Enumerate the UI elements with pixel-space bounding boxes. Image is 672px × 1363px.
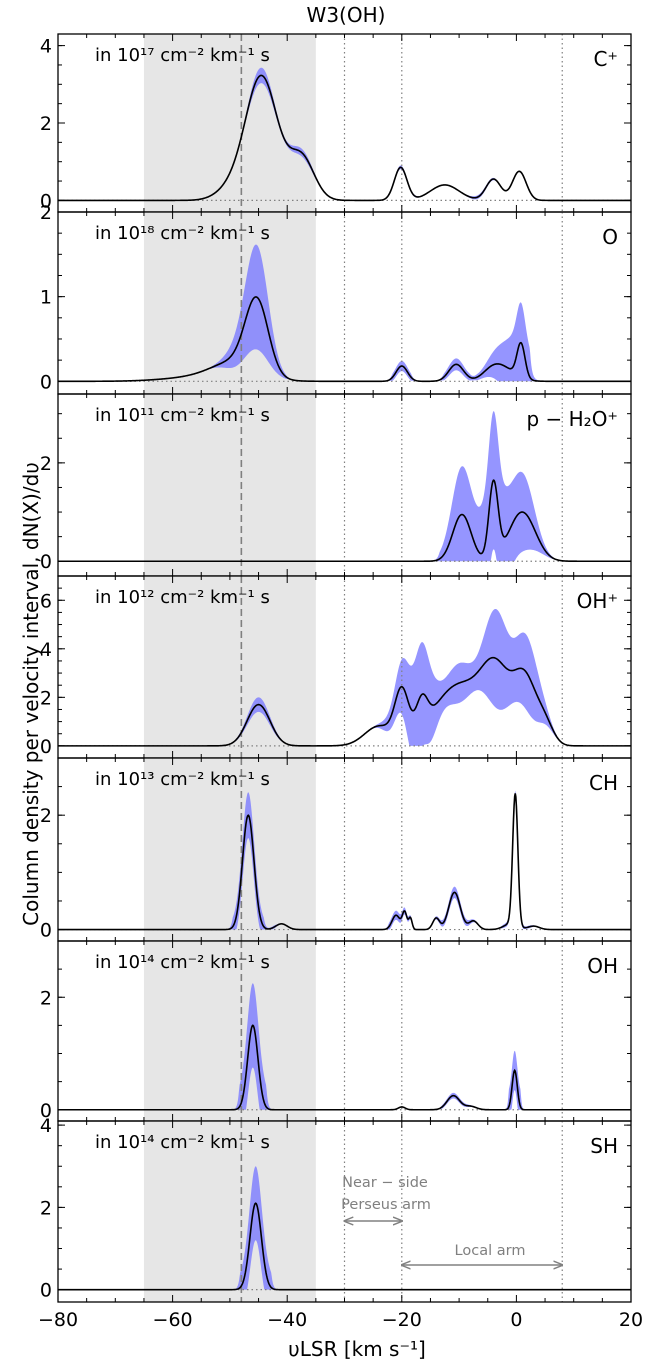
species-label: SH xyxy=(590,1134,618,1158)
profile-line xyxy=(58,793,631,931)
y-tick-label: 2 xyxy=(40,687,52,709)
y-tick-label: 2 xyxy=(40,202,52,224)
species-label: OH xyxy=(587,954,618,978)
y-tick-label: 2 xyxy=(40,987,52,1009)
y-tick-label: 0 xyxy=(40,920,52,942)
profile-line xyxy=(58,296,631,383)
profile-line xyxy=(58,1024,631,1111)
y-tick-label: 4 xyxy=(40,36,52,58)
unit-label: in 10¹³ cm⁻² km⁻¹ s xyxy=(95,769,270,790)
species-label: O xyxy=(602,225,618,249)
y-tick-label: 0 xyxy=(40,1280,52,1302)
profile-line xyxy=(58,74,631,202)
panel-5: 0 2 in 10¹⁴ cm⁻² km⁻¹ s OH xyxy=(40,940,632,1122)
uncertainty-band xyxy=(58,609,631,746)
y-tick-label: 2 xyxy=(40,453,52,475)
unit-label: in 10¹⁸ cm⁻² km⁻¹ s xyxy=(95,223,270,244)
x-tick-label: −60 xyxy=(153,1309,193,1331)
x-axis-label: υLSR [km s⁻¹] xyxy=(288,1337,426,1361)
profile-line xyxy=(58,479,631,563)
unit-label: in 10¹⁴ cm⁻² km⁻¹ s xyxy=(95,952,270,973)
shaded-region xyxy=(143,394,316,576)
shaded-region xyxy=(143,34,316,212)
panel-1: 0 1 2 in 10¹⁸ cm⁻² km⁻¹ s O xyxy=(40,202,632,395)
species-label: OH⁺ xyxy=(577,589,618,613)
species-label: C⁺ xyxy=(593,47,618,71)
species-label: p − H₂O⁺ xyxy=(526,407,618,431)
unit-label: in 10¹² cm⁻² km⁻¹ s xyxy=(95,587,270,608)
panel-3: 0 2 4 6 in 10¹² cm⁻² km⁻¹ s OH⁺ xyxy=(40,575,632,759)
profile-line xyxy=(58,1202,631,1291)
y-tick-label: 6 xyxy=(40,590,52,612)
shaded-region xyxy=(143,941,316,1121)
y-tick-label: 1 xyxy=(40,287,52,309)
panel-4: 0 2 in 10¹³ cm⁻² km⁻¹ s CH xyxy=(40,757,632,942)
x-tick-label: 20 xyxy=(619,1309,643,1331)
y-tick-label: 0 xyxy=(40,1100,52,1122)
x-tick-label: −40 xyxy=(267,1309,307,1331)
panel-0: 0 2 4 in 10¹⁷ cm⁻² km⁻¹ s C⁺ xyxy=(40,33,632,213)
x-axis: −80 −60 −40 −20 0 20 xyxy=(38,1309,643,1331)
x-tick-label: −20 xyxy=(382,1309,422,1331)
y-axis-label: Column density per velocity interval, dN… xyxy=(19,462,43,926)
x-tick-label: −80 xyxy=(38,1309,78,1331)
y-tick-label: 2 xyxy=(40,113,52,135)
y-tick-label: 0 xyxy=(40,551,52,573)
unit-label: in 10¹⁴ cm⁻² km⁻¹ s xyxy=(95,1132,270,1153)
panel-2: 0 2 in 10¹¹ cm⁻² km⁻¹ s p − H₂O⁺ xyxy=(40,393,632,577)
y-tick-label: 4 xyxy=(40,1115,52,1137)
shaded-region xyxy=(143,758,316,941)
x-tick-label: 0 xyxy=(510,1309,522,1331)
local-arm-label: Local arm xyxy=(455,1243,526,1259)
shaded-region xyxy=(143,576,316,758)
species-label: CH xyxy=(589,771,618,795)
chart-title: W3(OH) xyxy=(307,3,386,27)
panel-6: 0 2 4 in 10¹⁴ cm⁻² km⁻¹ s SH xyxy=(40,1115,632,1303)
y-tick-label: 0 xyxy=(40,371,52,393)
unit-label: in 10¹¹ cm⁻² km⁻¹ s xyxy=(95,405,270,426)
y-tick-label: 0 xyxy=(40,736,52,758)
y-tick-label: 4 xyxy=(40,639,52,661)
perseus-arm-label-line2: Perseus arm xyxy=(341,1197,431,1213)
perseus-arm-label-line1: Near − side xyxy=(342,1175,428,1191)
annotations-group: Near − side Perseus arm Local arm xyxy=(341,1175,562,1265)
y-tick-label: 0 xyxy=(40,190,52,212)
y-tick-label: 2 xyxy=(40,1197,52,1219)
profile-line xyxy=(58,656,631,747)
shaded-region xyxy=(143,1121,316,1302)
unit-label: in 10¹⁷ cm⁻² km⁻¹ s xyxy=(95,45,270,66)
y-tick-label: 2 xyxy=(40,805,52,827)
